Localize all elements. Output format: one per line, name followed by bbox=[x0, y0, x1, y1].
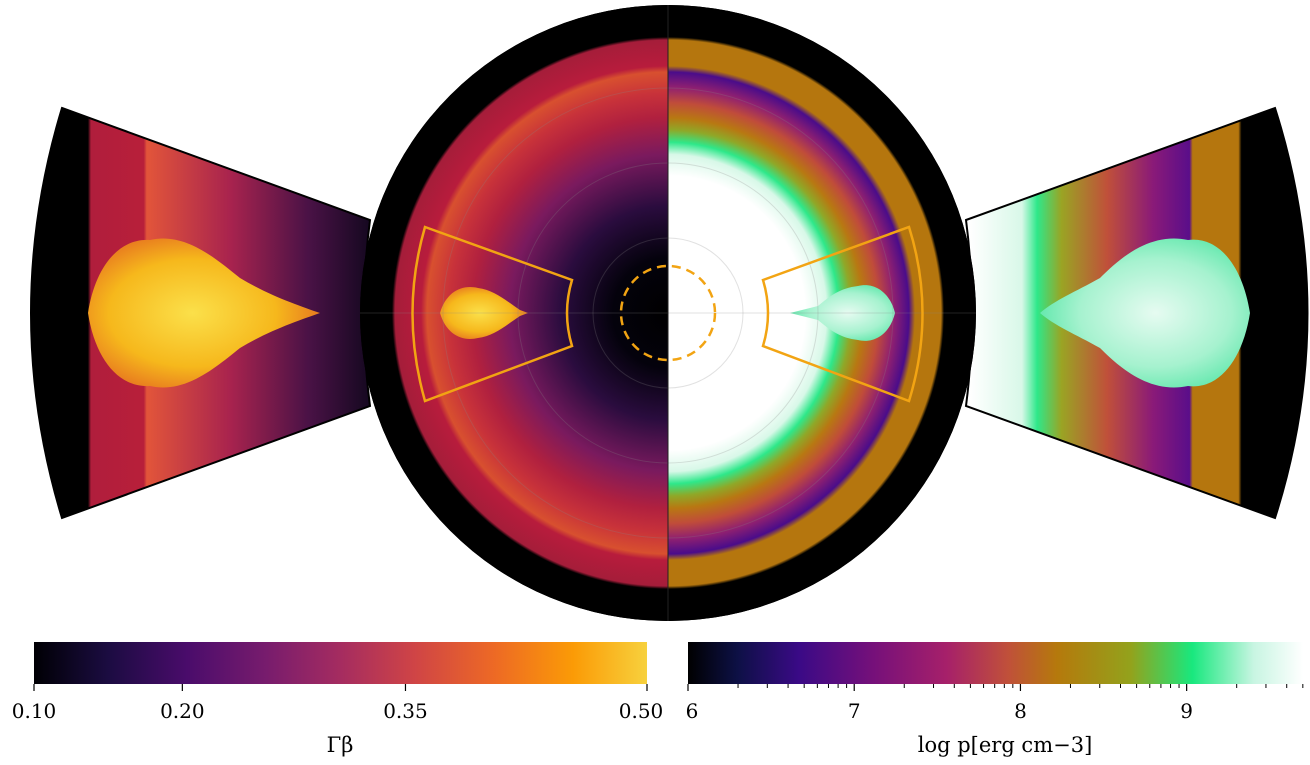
pressure-tick-label: 6 bbox=[686, 699, 699, 723]
left-jet-cocoon bbox=[88, 238, 320, 388]
pressure-tick-label: 7 bbox=[848, 699, 861, 723]
inner-boundary-circle bbox=[619, 264, 717, 362]
gamma-beta-tick-label: 0.20 bbox=[160, 699, 205, 723]
pressure-half bbox=[668, 5, 976, 621]
gamma-beta-colorbar: 0.10 0.20 0.35 0.50 Γβ bbox=[12, 642, 664, 757]
left-zoom-wedge bbox=[30, 106, 372, 520]
gamma-beta-tick-label: 0.35 bbox=[383, 699, 428, 723]
central-disk bbox=[360, 5, 976, 621]
right-zoom-wedge bbox=[964, 106, 1309, 520]
pressure-tick-label: 8 bbox=[1014, 699, 1027, 723]
gamma-beta-tick-label: 0.10 bbox=[12, 699, 57, 723]
pressure-tick-label: 9 bbox=[1180, 699, 1193, 723]
pressure-colorbar: 6 7 8 9 log p[erg cm−3] bbox=[686, 642, 1304, 757]
gamma-beta-colorbar-label: Γβ bbox=[327, 733, 354, 757]
left-zoom-box bbox=[411, 225, 574, 403]
right-zoom-box bbox=[761, 225, 924, 403]
gamma-beta-tick-label: 0.50 bbox=[619, 699, 664, 723]
gamma-beta-half bbox=[360, 5, 668, 621]
pressure-colorbar-label: log p[erg cm−3] bbox=[918, 733, 1093, 757]
right-jet-cocoon bbox=[1040, 238, 1250, 388]
